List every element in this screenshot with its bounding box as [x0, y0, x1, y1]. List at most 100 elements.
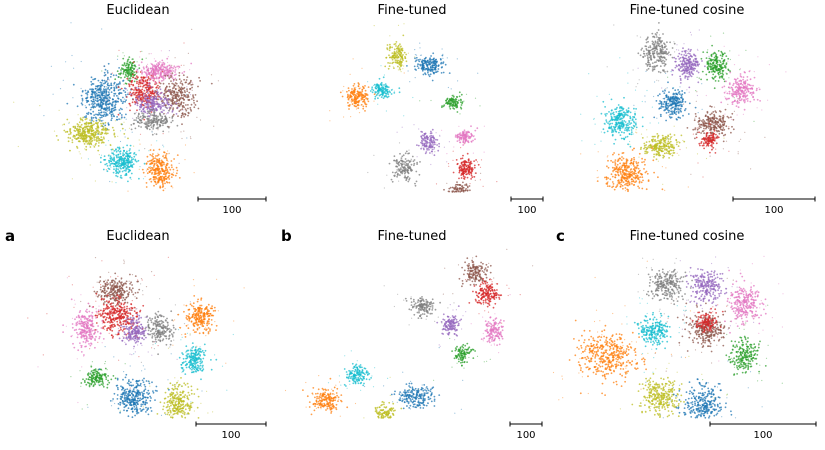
data-point	[140, 91, 143, 93]
data-point	[398, 49, 401, 52]
panel-1-title: Euclidean	[106, 3, 170, 18]
data-point	[397, 59, 400, 62]
data-point	[651, 62, 654, 64]
data-point	[170, 104, 173, 107]
data-point	[666, 41, 668, 44]
data-point	[96, 89, 98, 92]
data-point	[151, 91, 154, 93]
data-point	[417, 63, 419, 66]
data-point	[85, 123, 88, 126]
data-point	[420, 130, 423, 133]
data-point	[77, 140, 80, 143]
data-point	[468, 168, 471, 171]
data-point	[428, 148, 430, 151]
data-point	[70, 22, 72, 24]
data-point	[90, 126, 93, 129]
data-point	[159, 73, 162, 76]
data-point	[91, 88, 94, 90]
data-point	[101, 138, 104, 141]
data-point	[380, 81, 383, 84]
data-point	[656, 64, 659, 67]
data-point	[339, 91, 342, 94]
data-point	[596, 177, 598, 179]
data-point	[96, 97, 99, 100]
data-point	[128, 127, 131, 129]
data-point	[178, 94, 180, 97]
data-point	[161, 168, 164, 171]
data-point	[66, 102, 69, 105]
data-point	[404, 166, 406, 169]
data-point	[113, 168, 115, 171]
data-point	[170, 76, 172, 79]
data-point	[446, 102, 449, 104]
data-point	[101, 28, 103, 30]
data-point	[641, 47, 643, 50]
data-point	[87, 91, 90, 94]
data-point	[99, 133, 102, 136]
data-point	[160, 104, 162, 106]
cluster-olive	[55, 116, 129, 152]
data-point	[430, 99, 432, 102]
scale-bar-label: 100	[517, 205, 536, 216]
data-point	[742, 113, 744, 115]
data-point	[150, 122, 153, 124]
data-point	[456, 96, 458, 98]
data-point	[421, 142, 423, 145]
data-point	[170, 66, 173, 69]
data-point	[128, 166, 130, 169]
data-point	[456, 181, 458, 184]
data-point	[696, 70, 698, 72]
data-point	[103, 82, 105, 85]
data-point	[470, 169, 473, 171]
data-point	[109, 158, 112, 161]
data-point	[665, 167, 667, 169]
data-point	[103, 96, 106, 99]
data-point	[122, 89, 125, 92]
data-point	[129, 176, 132, 179]
data-point	[404, 175, 406, 178]
data-point	[432, 142, 434, 144]
data-point	[165, 68, 168, 70]
data-point	[77, 137, 80, 140]
data-point	[90, 117, 93, 120]
data-point	[367, 100, 370, 103]
data-point	[88, 103, 91, 106]
data-point	[653, 95, 655, 98]
data-point	[180, 114, 183, 117]
data-point	[63, 123, 66, 126]
panel-2-title: Fine-tuned	[377, 3, 447, 18]
data-point	[351, 100, 353, 102]
data-point	[658, 37, 661, 40]
data-point	[627, 82, 629, 84]
data-point	[90, 128, 92, 131]
data-point	[84, 125, 86, 128]
data-point	[696, 127, 698, 129]
data-point	[73, 67, 75, 69]
data-point	[391, 54, 394, 57]
data-point	[126, 75, 129, 78]
data-point	[117, 89, 120, 92]
data-point	[412, 96, 414, 99]
data-point	[377, 97, 379, 100]
data-point	[137, 87, 140, 90]
data-point	[446, 161, 448, 163]
data-point	[152, 79, 155, 82]
data-point	[159, 82, 162, 85]
data-point	[86, 112, 88, 115]
data-point	[183, 86, 186, 89]
data-point	[213, 125, 215, 127]
data-point	[439, 135, 441, 137]
data-point	[371, 88, 373, 90]
data-point	[664, 189, 666, 191]
data-point	[156, 140, 158, 142]
data-point	[152, 105, 155, 108]
data-point	[362, 105, 365, 108]
data-point	[164, 97, 167, 100]
data-point	[329, 120, 331, 122]
data-point	[125, 66, 128, 69]
data-point	[53, 130, 56, 132]
data-point	[88, 139, 91, 142]
data-point	[168, 126, 170, 129]
data-point	[143, 122, 146, 125]
data-point	[414, 182, 416, 185]
